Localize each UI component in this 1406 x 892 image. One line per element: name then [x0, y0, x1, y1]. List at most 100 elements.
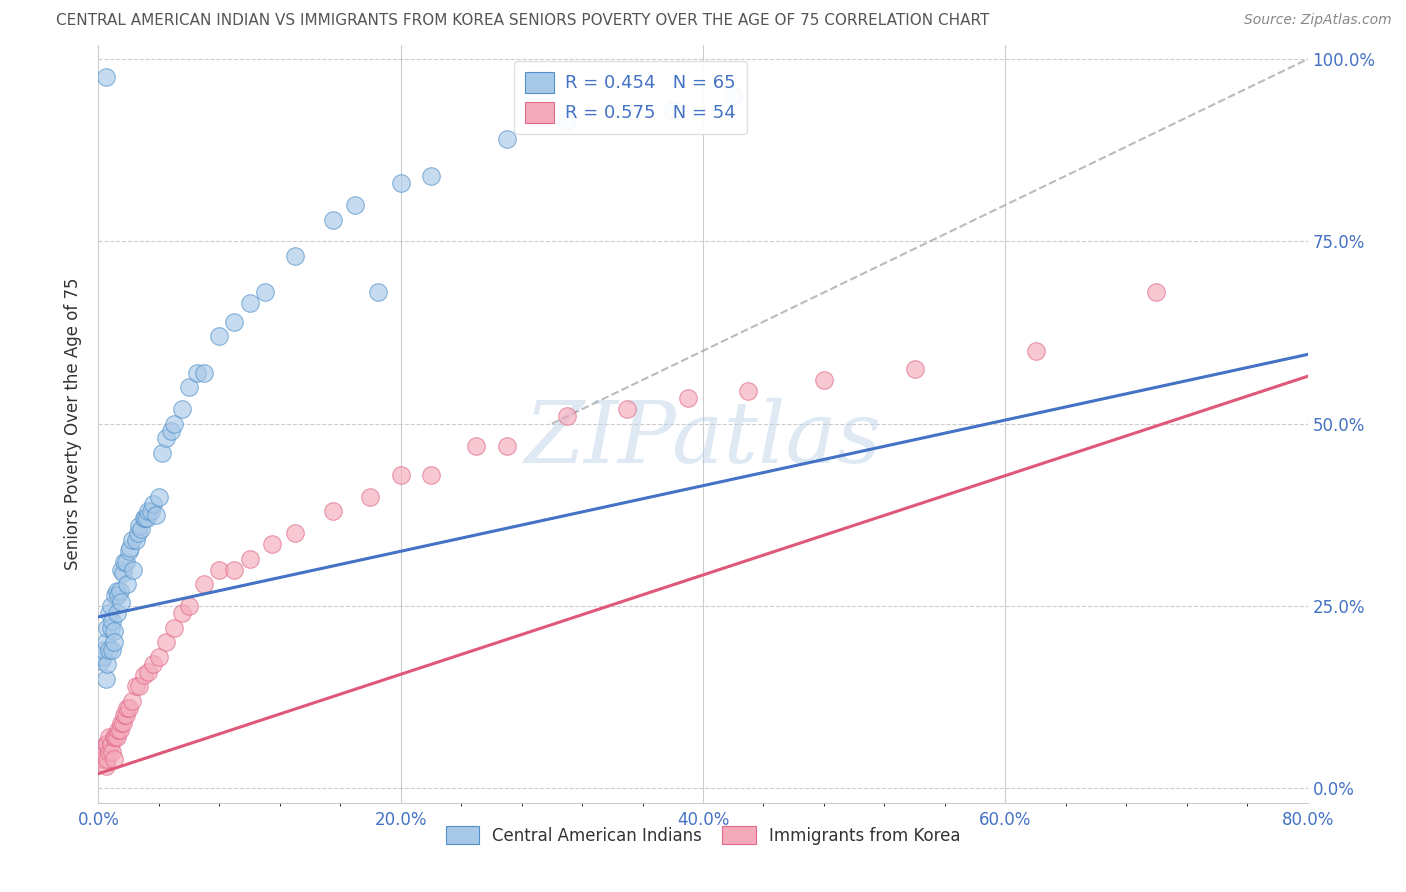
- Point: [224, 315, 246, 329]
- Legend: Central American Indians, Immigrants from Korea: Central American Indians, Immigrants fro…: [439, 820, 967, 851]
- Point: [121, 533, 143, 548]
- Point: [96, 738, 118, 752]
- Point: [94, 759, 117, 773]
- Point: [98, 730, 121, 744]
- Point: [495, 132, 517, 146]
- Point: [104, 730, 127, 744]
- Point: [105, 730, 128, 744]
- Point: [103, 730, 125, 744]
- Point: [155, 635, 177, 649]
- Point: [111, 715, 134, 730]
- Point: [98, 745, 121, 759]
- Point: [94, 672, 117, 686]
- Point: [239, 551, 262, 566]
- Point: [389, 467, 412, 482]
- Point: [91, 745, 114, 759]
- Point: [322, 504, 344, 518]
- Point: [107, 723, 129, 737]
- Point: [142, 657, 165, 672]
- Point: [100, 738, 122, 752]
- Point: [389, 176, 412, 190]
- Point: [616, 402, 638, 417]
- Point: [132, 511, 155, 525]
- Point: [100, 599, 122, 613]
- Point: [155, 431, 177, 445]
- Point: [136, 504, 159, 518]
- Point: [142, 497, 165, 511]
- Point: [90, 654, 112, 668]
- Point: [103, 635, 125, 649]
- Point: [100, 621, 122, 635]
- Point: [208, 329, 231, 343]
- Point: [284, 526, 307, 541]
- Point: [148, 650, 170, 665]
- Point: [145, 508, 167, 522]
- Y-axis label: Seniors Poverty Over the Age of 75: Seniors Poverty Over the Age of 75: [65, 277, 83, 570]
- Point: [101, 642, 124, 657]
- Point: [179, 599, 201, 613]
- Point: [239, 296, 262, 310]
- Point: [103, 624, 125, 639]
- Point: [163, 417, 186, 431]
- Point: [122, 562, 145, 576]
- Point: [420, 169, 443, 183]
- Point: [141, 504, 163, 518]
- Point: [134, 511, 156, 525]
- Point: [135, 511, 157, 525]
- Point: [105, 584, 128, 599]
- Point: [193, 577, 215, 591]
- Point: [128, 518, 150, 533]
- Point: [661, 103, 683, 118]
- Point: [114, 708, 136, 723]
- Point: [360, 490, 382, 504]
- Point: [129, 523, 152, 537]
- Point: [94, 635, 117, 649]
- Point: [103, 752, 125, 766]
- Point: [132, 668, 155, 682]
- Point: [112, 708, 135, 723]
- Point: [115, 701, 138, 715]
- Point: [170, 607, 193, 621]
- Point: [555, 114, 578, 128]
- Point: [118, 701, 141, 715]
- Point: [555, 409, 578, 424]
- Text: Source: ZipAtlas.com: Source: ZipAtlas.com: [1244, 13, 1392, 28]
- Point: [737, 384, 759, 398]
- Point: [101, 745, 124, 759]
- Point: [179, 380, 201, 394]
- Point: [163, 621, 186, 635]
- Point: [98, 607, 121, 621]
- Point: [90, 752, 112, 766]
- Point: [121, 694, 143, 708]
- Point: [94, 70, 117, 85]
- Point: [420, 467, 443, 482]
- Point: [125, 533, 148, 548]
- Point: [136, 665, 159, 679]
- Point: [96, 657, 118, 672]
- Point: [186, 366, 208, 380]
- Point: [150, 446, 173, 460]
- Point: [94, 738, 117, 752]
- Point: [125, 679, 148, 693]
- Point: [723, 88, 745, 103]
- Point: [128, 679, 150, 693]
- Point: [112, 555, 135, 569]
- Point: [262, 537, 284, 551]
- Point: [1144, 285, 1167, 300]
- Point: [110, 715, 132, 730]
- Text: CENTRAL AMERICAN INDIAN VS IMMIGRANTS FROM KOREA SENIORS POVERTY OVER THE AGE OF: CENTRAL AMERICAN INDIAN VS IMMIGRANTS FR…: [56, 13, 990, 29]
- Point: [110, 595, 132, 609]
- Point: [322, 212, 344, 227]
- Point: [93, 752, 115, 766]
- Point: [224, 562, 246, 576]
- Point: [193, 366, 215, 380]
- Text: ZIPatlas: ZIPatlas: [524, 398, 882, 480]
- Point: [148, 490, 170, 504]
- Point: [284, 249, 307, 263]
- Point: [96, 621, 118, 635]
- Point: [904, 362, 927, 376]
- Point: [96, 752, 118, 766]
- Point: [98, 642, 121, 657]
- Point: [108, 584, 131, 599]
- Point: [104, 588, 127, 602]
